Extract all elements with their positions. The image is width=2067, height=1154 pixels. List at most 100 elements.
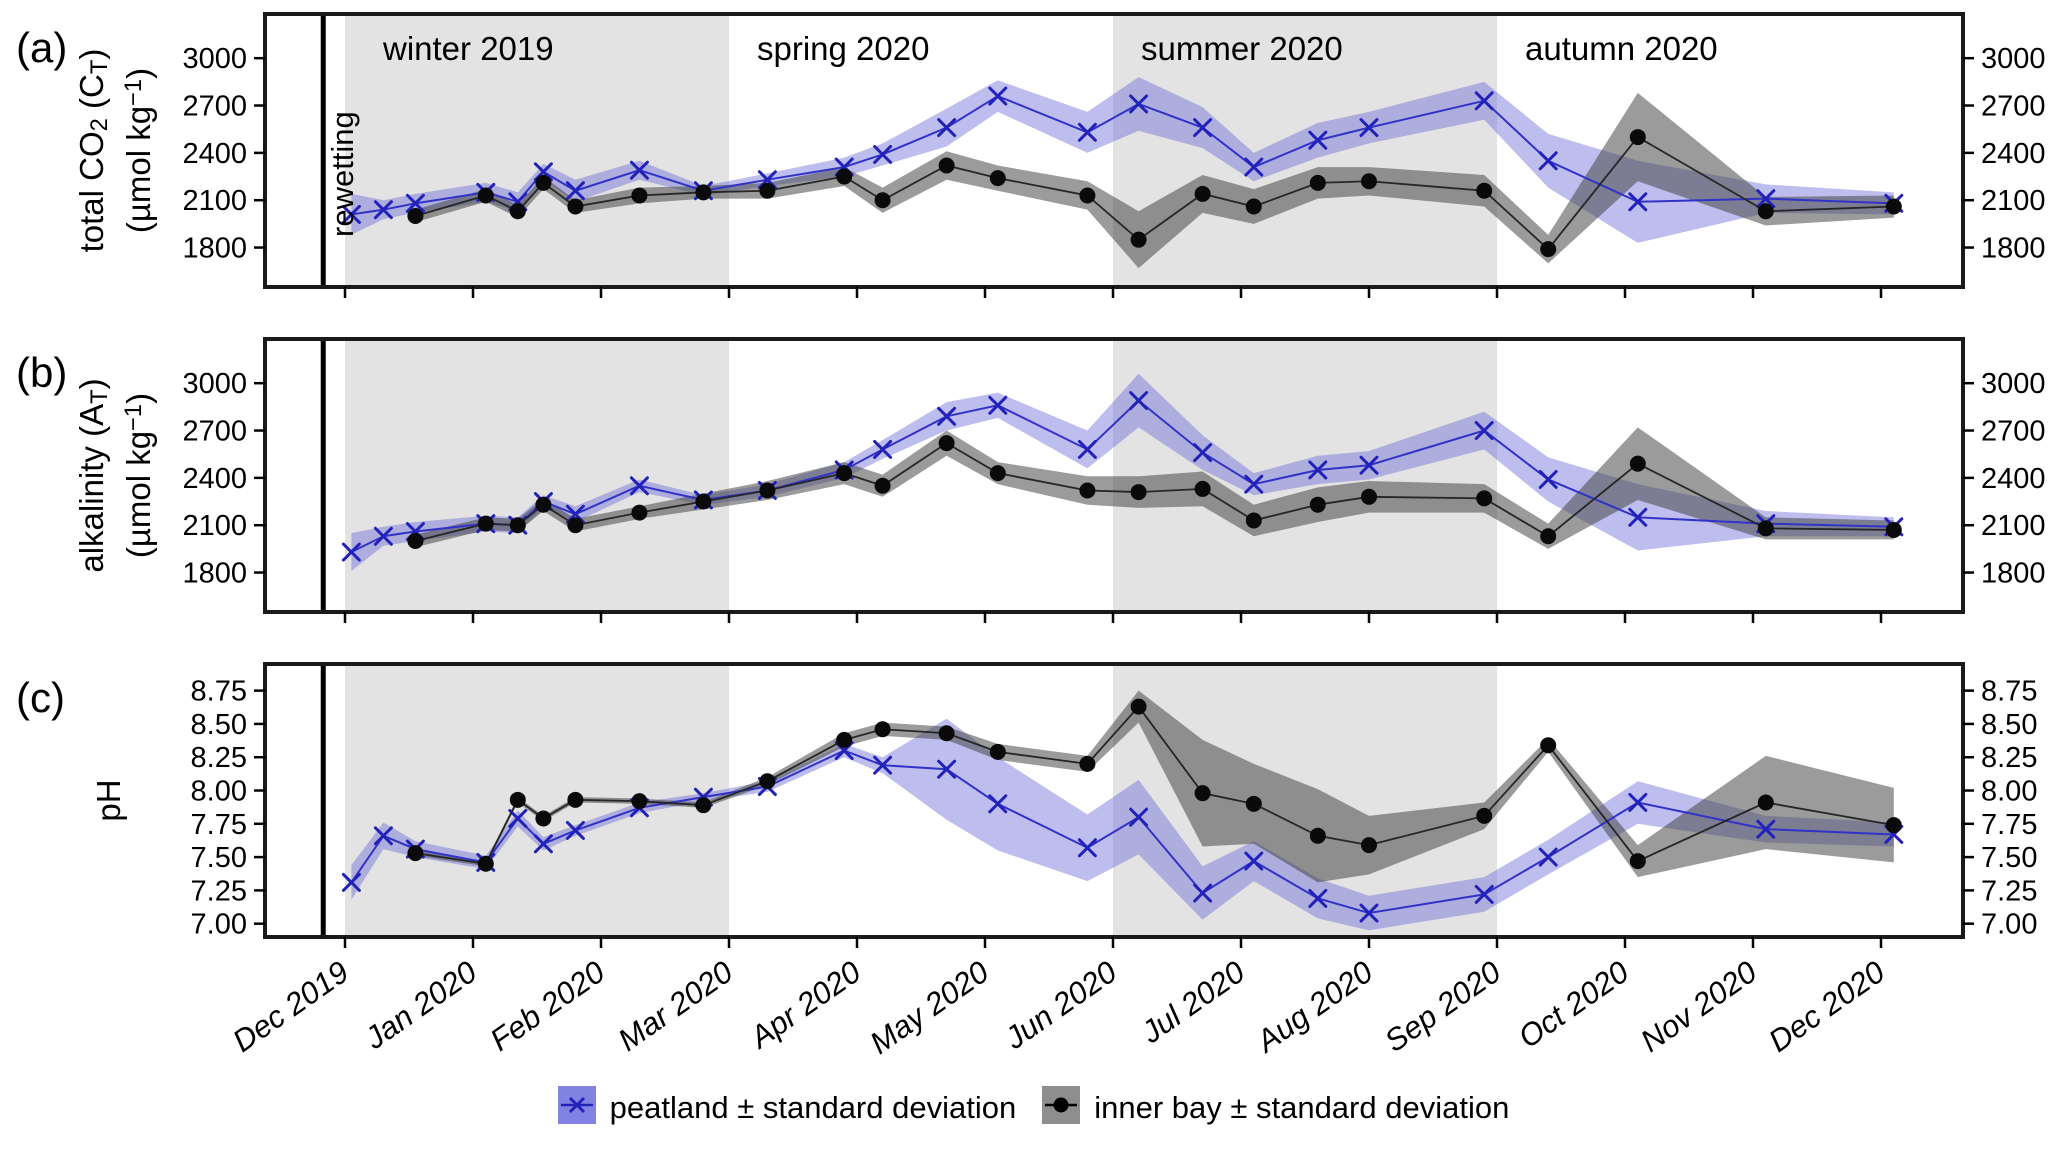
- data-point-marker-dot: [1309, 827, 1326, 844]
- data-point-marker-dot: [1309, 496, 1326, 513]
- data-point-marker-dot: [759, 182, 776, 199]
- sd-ribbon-peatland: [351, 373, 1894, 571]
- data-point-marker-x: [1077, 122, 1097, 142]
- panel-letter: (a): [16, 24, 67, 71]
- sd-ribbon-peatland: [351, 718, 1894, 931]
- season-shade-0: [345, 14, 729, 287]
- data-point-marker-dot: [1245, 795, 1262, 812]
- data-point-marker-x: [1193, 118, 1213, 138]
- data-point-marker-dot: [1629, 129, 1646, 146]
- data-point-marker-x: [873, 144, 893, 164]
- data-point-marker-dot: [1476, 182, 1493, 199]
- y-axis-units: (µmol kg−1): [120, 68, 157, 233]
- legend-item-inner-bay: inner bay ± standard deviation: [1042, 1086, 1509, 1129]
- data-point-marker-dot: [695, 493, 712, 510]
- data-point-marker-dot: [938, 435, 955, 452]
- y-tick-label-right: 2100: [1981, 510, 2046, 542]
- data-point-marker-dot: [1476, 490, 1493, 507]
- x-tick-label: Dec 2020: [1762, 954, 1891, 1059]
- data-point-marker-dot: [836, 168, 853, 185]
- x-tick-label: Nov 2020: [1634, 954, 1763, 1059]
- data-point-marker-dot: [535, 174, 552, 191]
- data-point-marker-x: [1077, 838, 1097, 858]
- data-point-marker-x: [1308, 130, 1328, 150]
- data-point-marker-dot: [1540, 241, 1557, 258]
- x-tick-label: Jul 2020: [1134, 954, 1251, 1050]
- data-point-marker-dot: [874, 477, 891, 494]
- y-tick-label-left: 7.75: [191, 809, 247, 841]
- y-tick-label-right: 8.75: [1981, 676, 2037, 708]
- data-point-marker-x: [1628, 192, 1648, 212]
- y-tick-label-left: 2100: [182, 510, 247, 542]
- x-tick-label: Dec 2019: [226, 954, 355, 1059]
- y-tick-label-right: 2100: [1981, 185, 2046, 217]
- y-tick-label-left: 2700: [182, 91, 247, 123]
- y-tick-label-left: 7.25: [191, 875, 247, 907]
- data-point-marker-dot: [567, 791, 584, 808]
- data-point-marker-x: [1308, 888, 1328, 908]
- sd-ribbon-inner-bay: [415, 92, 1894, 269]
- data-point-marker-x: [937, 118, 957, 138]
- y-tick-label-right: 2700: [1981, 416, 2046, 448]
- x-tick-label: Jan 2020: [358, 954, 483, 1056]
- data-point-marker-x: [1628, 507, 1648, 527]
- data-point-marker-dot: [1361, 488, 1377, 505]
- data-point-marker-x: [1538, 469, 1558, 489]
- data-point-marker-x: [1538, 151, 1558, 171]
- y-tick-label-left: 7.50: [191, 842, 247, 874]
- data-point-marker-x: [1756, 189, 1776, 209]
- data-point-marker-x: [1474, 421, 1494, 441]
- legend-label-peatland: peatland ± standard deviation: [609, 1089, 1017, 1125]
- y-axis-title: total CO2 (CT): [73, 49, 113, 253]
- y-tick-label-left: 8.75: [191, 676, 247, 708]
- data-point-marker-dot: [836, 465, 853, 482]
- data-point-marker-x: [1129, 391, 1149, 411]
- season-label-2: summer 2020: [1141, 30, 1343, 67]
- panel-letter: (c): [16, 674, 65, 721]
- data-point-marker-dot: [1245, 198, 1262, 215]
- figure-legend: peatland ± standard deviation inner bay …: [0, 1086, 2067, 1129]
- data-point-marker-dot: [1361, 837, 1377, 854]
- data-point-marker-x: [1244, 157, 1264, 177]
- data-point-marker-dot: [477, 855, 494, 872]
- data-point-marker-x: [533, 834, 553, 854]
- y-tick-label-left: 1800: [182, 558, 247, 590]
- panel-letter: (b): [16, 349, 67, 396]
- data-point-marker-dot: [477, 187, 494, 204]
- panel-plot-area: [341, 77, 1904, 269]
- data-point-marker-x: [341, 542, 361, 562]
- x-tick-label: Apr 2020: [742, 954, 867, 1056]
- data-point-marker-dot: [1757, 520, 1774, 537]
- data-point-marker-dot: [1130, 484, 1147, 501]
- data-point-marker-dot: [1361, 173, 1377, 190]
- data-point-marker-dot: [1885, 817, 1902, 834]
- data-point-marker-x: [1129, 807, 1149, 827]
- data-point-marker-dot: [477, 515, 494, 532]
- x-tick-label: Mar 2020: [612, 954, 739, 1058]
- data-point-marker-x: [629, 160, 649, 180]
- y-axis-title: pH: [90, 779, 127, 821]
- panel-b: 1800 1800 2100 2100 2400 2400 2700 2700 3000 3000…: [16, 337, 2046, 623]
- data-point-marker-dot: [938, 725, 955, 742]
- data-point-marker-dot: [1194, 785, 1211, 802]
- y-axis-units: (µmol kg−1): [120, 393, 157, 558]
- data-point-marker-dot: [1079, 187, 1096, 204]
- data-point-marker-dot: [631, 187, 648, 204]
- data-point-marker-dot: [407, 207, 424, 224]
- sd-ribbon-peatland: [351, 77, 1894, 243]
- x-tick-label: Sep 2020: [1378, 954, 1507, 1059]
- data-point-marker-dot: [989, 465, 1006, 482]
- data-point-marker-dot: [1194, 185, 1211, 202]
- data-point-marker-dot: [1540, 737, 1557, 754]
- y-tick-label-left: 2400: [182, 463, 247, 495]
- data-point-marker-x: [1538, 847, 1558, 867]
- data-point-marker-x: [988, 395, 1008, 415]
- data-point-marker-dot: [567, 517, 584, 534]
- data-point-marker-dot: [631, 504, 648, 521]
- data-point-marker-dot: [509, 203, 526, 220]
- data-point-marker-dot: [989, 170, 1006, 187]
- y-tick-label-right: 1800: [1981, 233, 2046, 265]
- data-point-marker-dot: [1540, 528, 1557, 545]
- y-tick-label-left: 3000: [182, 368, 247, 400]
